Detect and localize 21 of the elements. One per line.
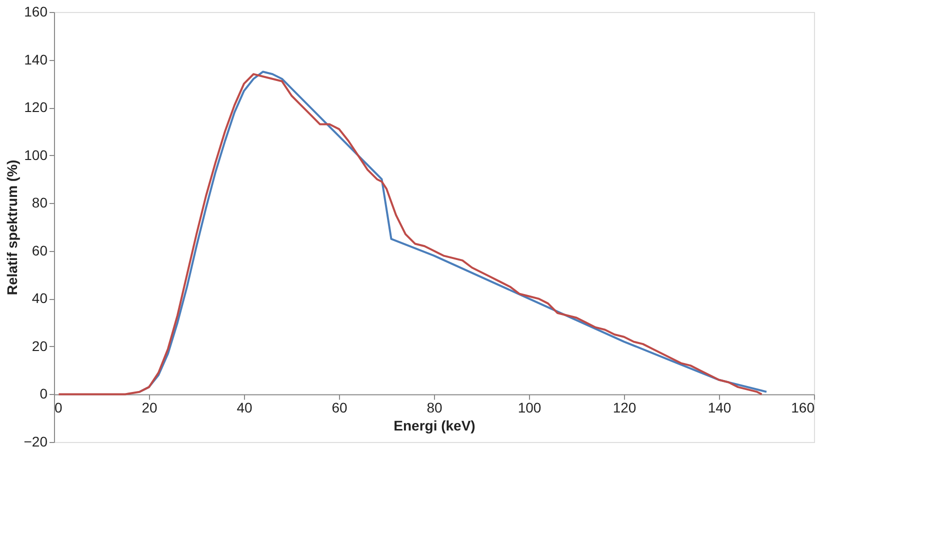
- x-tick-label: 120: [612, 400, 636, 416]
- x-tick-label: 140: [708, 400, 732, 416]
- y-tick-label: 80: [32, 194, 48, 211]
- y-tick-label: 0: [40, 386, 48, 402]
- x-tick-label: 60: [332, 400, 348, 416]
- y-tick-label: 100: [24, 146, 48, 163]
- y-tick-label: 20: [32, 338, 48, 354]
- x-tick-label: 100: [518, 400, 542, 416]
- y-tick-label: 60: [32, 242, 48, 258]
- x-axis-title: Energi (keV): [394, 418, 476, 434]
- x-tick-label: 20: [142, 400, 158, 416]
- y-tick-label: −20: [24, 434, 48, 450]
- y-tick-label: 120: [24, 99, 48, 116]
- y-axis-title: Relatif spektrum (%): [4, 160, 20, 296]
- y-tick-label: 40: [32, 290, 48, 306]
- x-tick-label: 0: [54, 400, 62, 416]
- x-tick-label: 160: [791, 400, 815, 416]
- y-tick-label: 140: [24, 51, 48, 68]
- y-tick-label: 160: [24, 4, 48, 20]
- x-tick-label: 40: [236, 400, 252, 416]
- x-tick-label: 80: [426, 400, 442, 416]
